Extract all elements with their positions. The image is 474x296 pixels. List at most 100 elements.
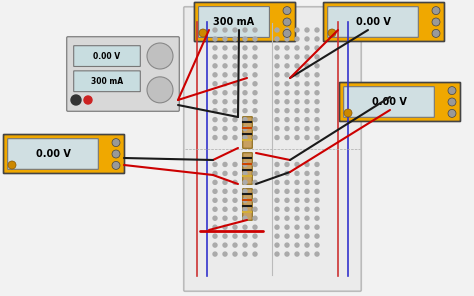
Circle shape xyxy=(223,216,227,220)
Circle shape xyxy=(243,198,247,202)
Circle shape xyxy=(305,127,309,131)
FancyBboxPatch shape xyxy=(243,189,252,220)
Circle shape xyxy=(253,28,257,32)
Circle shape xyxy=(253,37,257,41)
Circle shape xyxy=(233,216,237,220)
Circle shape xyxy=(305,28,309,32)
Circle shape xyxy=(233,100,237,104)
Circle shape xyxy=(233,171,237,176)
Circle shape xyxy=(315,82,319,86)
Circle shape xyxy=(285,46,289,50)
Circle shape xyxy=(253,46,257,50)
Circle shape xyxy=(233,243,237,247)
Circle shape xyxy=(213,216,217,220)
FancyBboxPatch shape xyxy=(8,139,98,169)
Text: 300 mA: 300 mA xyxy=(91,77,123,86)
Text: 0.00 V: 0.00 V xyxy=(356,17,391,27)
Text: 300 mA: 300 mA xyxy=(213,17,255,27)
Circle shape xyxy=(285,91,289,95)
Circle shape xyxy=(223,243,227,247)
Circle shape xyxy=(295,64,299,68)
Circle shape xyxy=(285,136,289,139)
Circle shape xyxy=(285,118,289,122)
Circle shape xyxy=(295,109,299,113)
Circle shape xyxy=(223,180,227,184)
Text: 0.00 V: 0.00 V xyxy=(93,52,120,61)
Circle shape xyxy=(344,109,352,117)
Circle shape xyxy=(147,77,173,103)
Circle shape xyxy=(233,252,237,256)
Circle shape xyxy=(275,234,279,238)
Circle shape xyxy=(223,73,227,77)
Circle shape xyxy=(243,118,247,122)
Circle shape xyxy=(233,28,237,32)
Circle shape xyxy=(275,163,279,166)
Circle shape xyxy=(223,163,227,166)
Circle shape xyxy=(315,136,319,139)
Circle shape xyxy=(223,64,227,68)
Circle shape xyxy=(315,37,319,41)
Circle shape xyxy=(243,100,247,104)
Circle shape xyxy=(285,55,289,59)
Circle shape xyxy=(285,252,289,256)
Circle shape xyxy=(223,207,227,211)
FancyBboxPatch shape xyxy=(328,7,419,37)
Circle shape xyxy=(223,82,227,86)
Circle shape xyxy=(213,91,217,95)
Circle shape xyxy=(315,216,319,220)
Circle shape xyxy=(223,109,227,113)
Circle shape xyxy=(285,243,289,247)
Circle shape xyxy=(243,207,247,211)
FancyBboxPatch shape xyxy=(73,71,140,92)
Circle shape xyxy=(315,118,319,122)
Circle shape xyxy=(285,100,289,104)
Circle shape xyxy=(213,234,217,238)
Circle shape xyxy=(223,198,227,202)
Circle shape xyxy=(285,189,289,193)
Circle shape xyxy=(253,243,257,247)
Circle shape xyxy=(253,207,257,211)
Circle shape xyxy=(305,91,309,95)
Circle shape xyxy=(233,189,237,193)
Circle shape xyxy=(305,55,309,59)
Circle shape xyxy=(223,118,227,122)
Circle shape xyxy=(213,180,217,184)
Circle shape xyxy=(295,225,299,229)
Circle shape xyxy=(253,180,257,184)
Circle shape xyxy=(243,234,247,238)
Circle shape xyxy=(213,109,217,113)
Circle shape xyxy=(315,198,319,202)
Circle shape xyxy=(295,37,299,41)
Circle shape xyxy=(243,243,247,247)
Circle shape xyxy=(243,82,247,86)
Circle shape xyxy=(233,180,237,184)
Circle shape xyxy=(305,109,309,113)
Circle shape xyxy=(243,127,247,131)
Circle shape xyxy=(275,118,279,122)
Circle shape xyxy=(295,234,299,238)
Circle shape xyxy=(243,28,247,32)
Circle shape xyxy=(285,180,289,184)
Circle shape xyxy=(305,216,309,220)
Circle shape xyxy=(305,163,309,166)
Circle shape xyxy=(253,171,257,176)
FancyBboxPatch shape xyxy=(324,3,445,41)
Circle shape xyxy=(253,216,257,220)
Circle shape xyxy=(253,91,257,95)
Circle shape xyxy=(315,163,319,166)
Circle shape xyxy=(253,163,257,166)
Circle shape xyxy=(305,73,309,77)
Circle shape xyxy=(295,136,299,139)
Circle shape xyxy=(213,82,217,86)
Circle shape xyxy=(305,252,309,256)
Circle shape xyxy=(315,180,319,184)
Circle shape xyxy=(285,28,289,32)
Circle shape xyxy=(275,127,279,131)
Circle shape xyxy=(295,163,299,166)
Circle shape xyxy=(275,180,279,184)
Circle shape xyxy=(233,73,237,77)
Circle shape xyxy=(315,28,319,32)
Circle shape xyxy=(315,91,319,95)
Circle shape xyxy=(253,189,257,193)
Circle shape xyxy=(243,91,247,95)
